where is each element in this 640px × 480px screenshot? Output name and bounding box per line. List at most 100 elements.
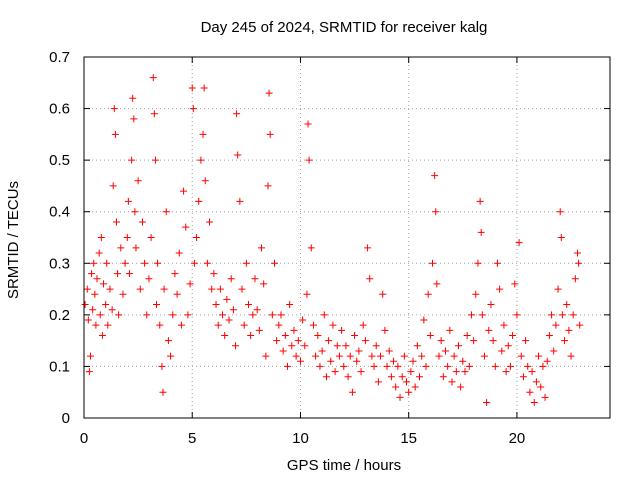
data-point: [519, 373, 527, 381]
data-point: [576, 321, 584, 329]
y-tick-label: 0.4: [49, 204, 70, 221]
data-point: [528, 368, 536, 376]
data-point: [426, 331, 434, 339]
data-point: [240, 321, 248, 329]
x-tick-label: 20: [509, 430, 526, 447]
data-point: [558, 311, 566, 319]
data-point: [342, 342, 350, 350]
data-point: [433, 280, 441, 288]
data-point: [463, 331, 471, 339]
data-point: [114, 270, 122, 278]
data-point: [379, 290, 387, 298]
data-point: [353, 357, 361, 365]
data-point: [264, 182, 272, 190]
data-point: [294, 337, 302, 345]
data-point: [385, 347, 393, 355]
data-point: [153, 301, 161, 309]
data-point: [128, 156, 136, 164]
data-point: [89, 306, 97, 314]
data-point: [435, 352, 443, 360]
data-point: [180, 187, 188, 195]
data-point: [320, 311, 328, 319]
data-point: [535, 352, 543, 360]
data-point: [418, 352, 426, 360]
data-point: [112, 218, 120, 226]
data-point: [257, 244, 265, 252]
data-point: [132, 244, 140, 252]
data-point: [327, 357, 335, 365]
data-point: [441, 347, 449, 355]
data-point: [478, 311, 486, 319]
data-point: [541, 393, 549, 401]
x-tick-labels: 0 5 10 15 20: [80, 430, 525, 447]
data-point: [454, 342, 462, 350]
data-point: [149, 74, 157, 82]
data-point: [506, 362, 514, 370]
y-tick-label: 0.6: [49, 101, 70, 118]
data-point: [225, 316, 233, 324]
data-point: [92, 321, 100, 329]
data-point: [104, 321, 112, 329]
data-point: [151, 156, 159, 164]
data-point: [309, 321, 317, 329]
data-point: [498, 347, 506, 355]
data-point: [383, 362, 391, 370]
data-point: [97, 234, 105, 241]
data-point: [304, 120, 312, 128]
data-point: [245, 301, 253, 309]
data-point: [554, 285, 562, 293]
data-point: [167, 352, 175, 360]
data-point: [359, 321, 367, 329]
data-point: [545, 331, 553, 339]
data-point: [392, 383, 400, 391]
y-tick-label: 0.7: [49, 49, 70, 66]
data-point: [123, 234, 131, 241]
data-point: [461, 368, 469, 376]
data-point: [476, 197, 484, 205]
data-point: [286, 301, 294, 309]
data-point: [125, 270, 133, 278]
data-point: [115, 311, 123, 319]
data-point: [216, 285, 224, 293]
data-point: [262, 352, 270, 360]
data-point: [195, 197, 203, 205]
data-point: [405, 388, 413, 396]
data-point: [93, 275, 101, 283]
data-point: [91, 290, 99, 298]
data-point: [557, 234, 565, 241]
data-point: [416, 373, 424, 381]
x-tick-label: 0: [80, 430, 88, 447]
data-point: [86, 352, 94, 360]
data-point: [301, 342, 309, 350]
data-point: [474, 259, 482, 267]
data-point: [162, 208, 170, 216]
data-point: [109, 182, 117, 190]
data-point: [236, 197, 244, 205]
data-point: [424, 290, 432, 298]
data-point: [130, 115, 138, 123]
data-point: [150, 110, 158, 118]
data-point: [550, 347, 558, 355]
data-point: [158, 362, 166, 370]
data-point: [398, 373, 406, 381]
data-point: [288, 342, 296, 350]
data-point: [296, 357, 304, 365]
data-point: [574, 249, 582, 257]
data-point: [255, 326, 263, 334]
data-point: [450, 352, 458, 360]
data-point: [141, 259, 149, 267]
data-point: [316, 362, 324, 370]
data-point: [552, 321, 560, 329]
data-point: [432, 208, 440, 216]
plot-frame: [83, 56, 611, 419]
data-point: [429, 259, 437, 267]
data-point: [422, 362, 430, 370]
data-point: [203, 259, 211, 267]
data-point: [361, 337, 369, 345]
data-point: [539, 362, 547, 370]
data-point: [147, 234, 155, 241]
data-point: [563, 301, 571, 309]
data-point: [333, 342, 341, 350]
data-point: [431, 172, 439, 180]
